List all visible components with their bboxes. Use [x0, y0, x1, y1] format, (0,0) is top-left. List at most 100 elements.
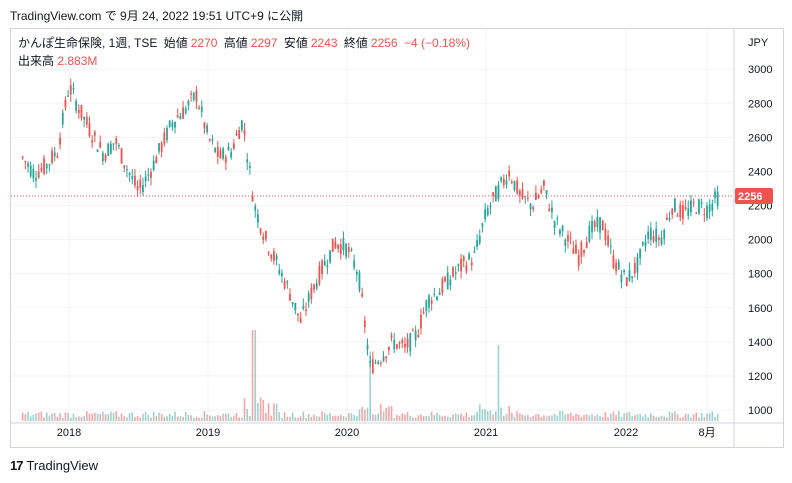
volume-bar	[543, 415, 545, 421]
volume-label: 出来高	[18, 54, 55, 68]
x-tick-label: 2022	[614, 427, 638, 439]
candle-body	[698, 199, 700, 214]
candle-body	[628, 269, 631, 281]
symbol-info: かんぽ生命保険, 1週, TSE 始値 2270 高値 2297 安値 2243 終値…	[18, 34, 473, 51]
candle-body	[190, 93, 192, 95]
volume-bar	[187, 414, 190, 421]
candle-body	[430, 300, 433, 304]
volume-bar	[698, 417, 700, 421]
volume-bar	[112, 412, 115, 421]
volume-bar	[396, 415, 398, 421]
x-tick-label: 8月	[699, 427, 716, 439]
volume-bar	[131, 412, 134, 421]
candle-body	[617, 261, 620, 270]
candle-body	[117, 145, 120, 147]
volume-bar	[385, 408, 388, 421]
tradingview-logo-icon: 17	[10, 458, 24, 473]
candle-body	[716, 191, 719, 207]
volume-bar	[361, 406, 363, 421]
candle-body	[604, 229, 607, 241]
candle-body	[45, 164, 48, 169]
candle-body	[361, 293, 364, 297]
volume-bar	[374, 414, 377, 421]
candle-body	[534, 192, 537, 201]
volume-bar	[529, 417, 532, 421]
candle-body	[112, 143, 115, 145]
volume-bar	[347, 413, 350, 421]
volume-bar	[511, 412, 513, 421]
volume-bar	[513, 416, 516, 421]
volume-bar	[516, 411, 518, 421]
candle-body	[59, 137, 61, 145]
candle-body	[657, 237, 660, 241]
volume-bar	[642, 416, 644, 421]
volume-bar	[64, 412, 67, 421]
candle-body	[623, 269, 626, 272]
candle-body	[273, 251, 275, 261]
volume-bar	[545, 416, 548, 421]
volume-bar	[428, 416, 430, 421]
volume-bar	[350, 413, 353, 421]
candle-body	[462, 256, 465, 262]
candle-body	[67, 95, 70, 97]
volume-bar	[561, 411, 564, 421]
candle-body	[543, 180, 545, 186]
candle-body	[428, 295, 430, 308]
volume-bar	[190, 415, 192, 421]
candle-body	[521, 189, 524, 199]
candle-body	[142, 185, 144, 192]
candle-body	[29, 165, 32, 177]
volume-bar	[575, 413, 577, 421]
candle-body	[281, 272, 283, 277]
candle-body	[363, 320, 366, 328]
volume-bar	[382, 411, 385, 421]
volume-bar	[569, 412, 572, 421]
volume-bar	[150, 417, 152, 421]
footer-brand[interactable]: 17 TradingView	[10, 458, 98, 473]
volume-bar	[297, 417, 299, 421]
volume-bar	[305, 417, 307, 421]
volume-bar	[176, 416, 179, 421]
volume-bar	[331, 415, 334, 421]
volume-bar	[540, 417, 543, 421]
volume-bar	[716, 413, 719, 421]
candle-body	[182, 107, 184, 119]
candle-body	[518, 190, 521, 196]
candle-body	[246, 159, 249, 163]
volume-bar	[217, 415, 219, 421]
volume-bar	[553, 414, 556, 421]
volume-bar	[27, 411, 29, 421]
candle-body	[275, 255, 278, 260]
candle-body	[615, 262, 617, 272]
candle-body	[158, 143, 160, 152]
volume-bar	[585, 414, 588, 421]
candle-body	[690, 200, 692, 213]
candle-body	[96, 149, 99, 153]
volume-bar	[481, 409, 484, 421]
candle-body	[492, 192, 495, 197]
volume-bar	[655, 416, 657, 421]
volume-bar	[489, 410, 492, 421]
candle-body	[139, 179, 142, 188]
candle-body	[502, 178, 505, 185]
candle-body	[601, 220, 604, 231]
volume-bar	[270, 415, 273, 421]
volume-bar	[535, 414, 537, 421]
volume-bar	[366, 407, 369, 421]
candle-body	[323, 260, 326, 266]
candle-body	[350, 249, 353, 251]
candle-body	[700, 202, 703, 205]
volume-bar	[120, 413, 123, 421]
volume-bar	[329, 412, 331, 421]
volume-bar	[174, 411, 176, 421]
brand-name: TradingView	[26, 458, 99, 473]
candle-body	[291, 302, 294, 305]
volume-bar	[492, 414, 494, 421]
candle-body	[259, 228, 262, 233]
symbol-name[interactable]: かんぽ生命保険, 1週, TSE	[18, 36, 158, 50]
volume-bar	[537, 413, 540, 421]
candle-body	[88, 123, 91, 136]
candle-body	[203, 122, 206, 129]
volume-bar	[676, 414, 679, 421]
